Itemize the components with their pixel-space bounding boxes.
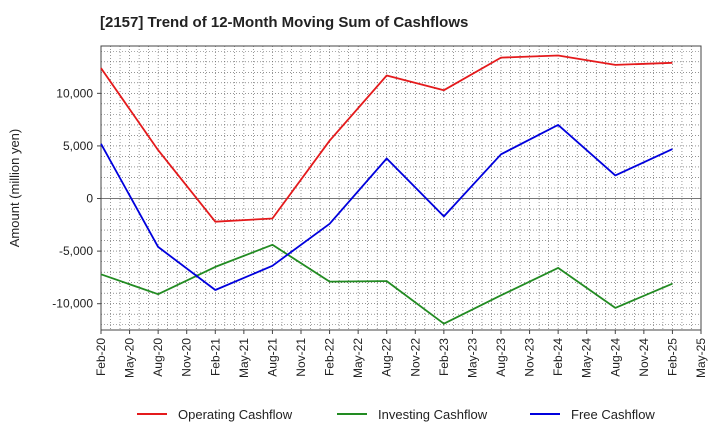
x-tick-label: Feb-23 [437,338,451,376]
plot-frame [100,45,702,331]
x-tick-label: Aug-20 [151,338,165,377]
y-tick-label: -5,000 [59,244,93,258]
x-tick-label: May-23 [465,338,479,378]
x-tick-label: Nov-22 [408,338,422,377]
y-tick-label: 5,000 [63,139,93,153]
x-tick-label: May-21 [237,338,251,378]
legend-label: Operating Cashflow [178,407,293,422]
y-tick-label: 0 [86,192,93,206]
y-tick-label: -10,000 [52,297,93,311]
x-tick-label: Nov-24 [637,338,651,377]
x-tick-label: Feb-24 [551,338,565,376]
series-line [100,124,673,291]
legend-label: Investing Cashflow [378,407,488,422]
x-tick-label: Aug-21 [265,338,279,377]
x-tick-label: Feb-22 [323,338,337,376]
series-line [100,54,673,223]
x-tick-label: May-25 [694,338,708,378]
x-tick-label: Nov-20 [180,338,194,377]
x-tick-label: May-22 [351,338,365,378]
y-axis-title: Amount (million yen) [7,129,22,248]
y-tick-label: 10,000 [56,86,93,100]
x-tick-label: Aug-23 [494,338,508,377]
x-tick-label: Nov-23 [523,338,537,377]
legend-label: Free Cashflow [571,407,655,422]
x-tick-label: Aug-24 [608,338,622,377]
x-tick-label: Nov-21 [294,338,308,377]
x-tick-label: Feb-21 [208,338,222,376]
x-tick-label: Aug-22 [380,338,394,377]
x-tick-label: Feb-20 [94,338,108,376]
x-tick-label: May-20 [123,338,137,378]
chart-title: [2157] Trend of 12-Month Moving Sum of C… [100,14,469,31]
x-tick-label: May-24 [580,338,594,378]
x-tick-label: Feb-25 [665,338,679,376]
